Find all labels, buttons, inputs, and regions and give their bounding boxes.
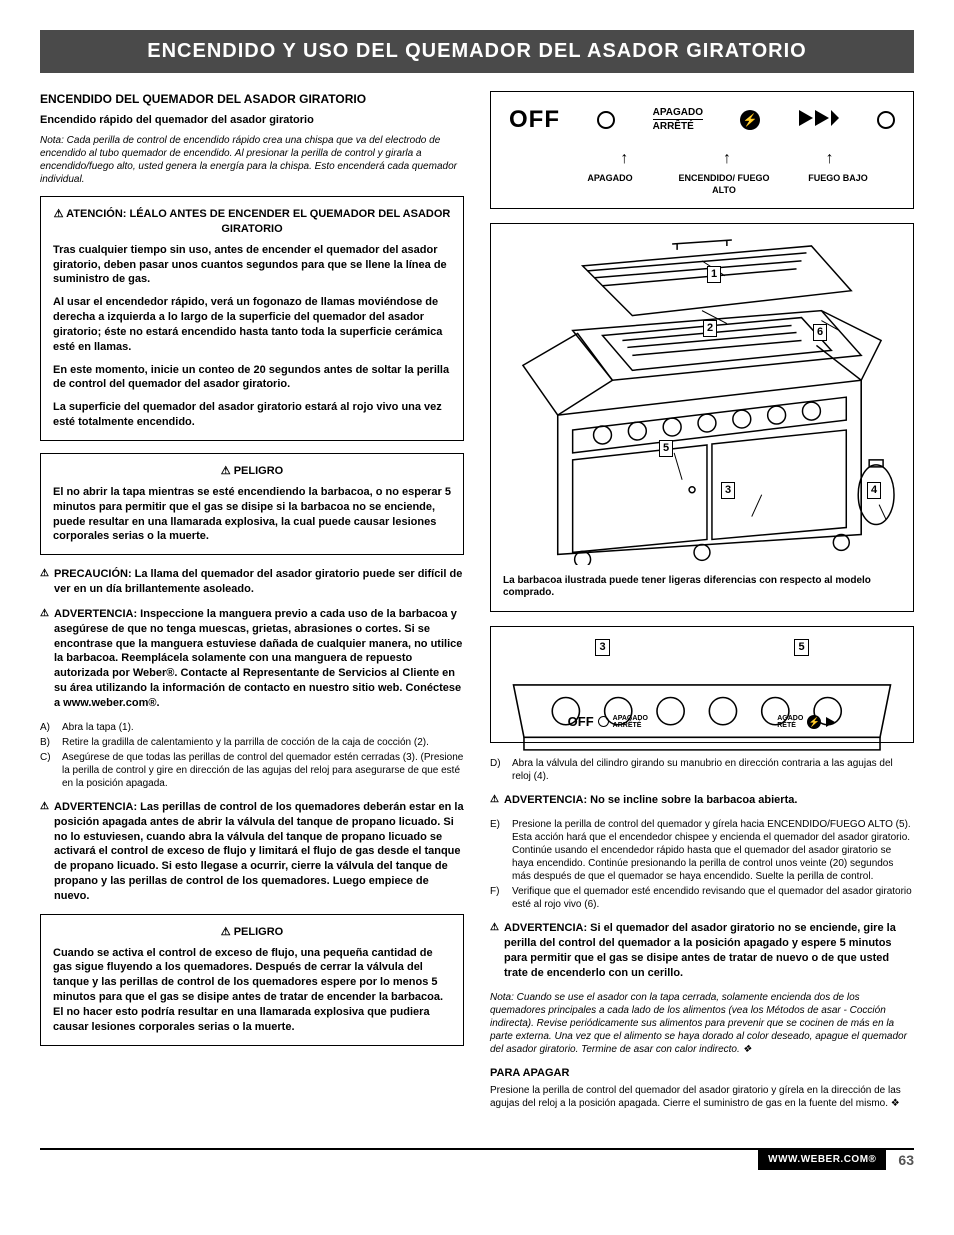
attention-p1: Tras cualquier tiempo sin uso, antes de … bbox=[53, 243, 451, 288]
off-label: OFF bbox=[509, 104, 560, 136]
warning-no-ignite: ADVERTENCIA: Si el quemador del asador g… bbox=[490, 921, 914, 980]
label-bajo: FUEGO BAJO bbox=[781, 172, 895, 196]
steps-d: D)Abra la válvula del cilindro girando s… bbox=[490, 757, 914, 783]
danger-box-2: ⚠ PELIGRO Cuando se activa el control de… bbox=[40, 914, 464, 1046]
label-apagado: APAGADO bbox=[553, 172, 667, 196]
page-footer: WWW.WEBER.COM® 63 bbox=[40, 1148, 914, 1170]
step-f: F)Verifique que el quemador esté encendi… bbox=[490, 885, 914, 911]
attention-p2: Al usar el encendedor rápido, verá un fo… bbox=[53, 295, 451, 354]
para-apagar-text: Presione la perilla de control del quema… bbox=[490, 1084, 914, 1110]
note-1: Nota: Cada perilla de control de encendi… bbox=[40, 134, 464, 186]
caution-flame: PRECAUCIÓN: La llama del quemador del as… bbox=[40, 567, 464, 597]
warning-knobs: ADVERTENCIA: Las perillas de control de … bbox=[40, 800, 464, 904]
grill-illustration bbox=[503, 236, 901, 564]
callout-1: 1 bbox=[707, 266, 721, 282]
callout-2: 2 bbox=[703, 320, 717, 336]
warning-hose: ADVERTENCIA: Inspeccione la manguera pre… bbox=[40, 607, 464, 711]
callout-6: 6 bbox=[813, 324, 827, 340]
danger-title-1: ⚠ PELIGRO bbox=[53, 464, 451, 479]
figure-grill: 1 2 6 5 3 4 La barbacoa ilustrada puede … bbox=[490, 223, 914, 612]
step-f-text: Verifique que el quemador esté encendido… bbox=[512, 886, 912, 910]
callout-3: 3 bbox=[721, 482, 735, 498]
step-e-text: Presione la perilla de control del quema… bbox=[512, 819, 911, 882]
circle-icon bbox=[597, 111, 615, 129]
note-2: Nota: Cuando se use el asador con la tap… bbox=[490, 991, 914, 1056]
arrow-row: ↑ ↑ ↑ bbox=[503, 148, 901, 170]
step-d-text: Abra la válvula del cilindro girando su … bbox=[512, 758, 893, 782]
attention-p3: En este momento, inicie un conteo de 20 … bbox=[53, 363, 451, 393]
label-encendido: ENCENDIDO/ FUEGO ALTO bbox=[667, 172, 781, 196]
step-c-text: Asegúrese de que todas las perillas de c… bbox=[62, 752, 463, 789]
right-column: OFF APAGADO ARRÊTÉ ⚡ ↑ ↑ ↑ bbox=[490, 91, 914, 1118]
panel-callout-3: 3 bbox=[595, 639, 609, 655]
heading-sub: Encendido rápido del quemador del asador… bbox=[40, 113, 464, 128]
up-arrow-icon: ↑ bbox=[826, 148, 834, 170]
steps-abc: A)Abra la tapa (1). B)Retire la gradilla… bbox=[40, 721, 464, 790]
control-panel-illustration bbox=[503, 664, 901, 758]
bolt-icon: ⚡ bbox=[740, 110, 760, 130]
apagado-text: APAGADO bbox=[653, 107, 703, 120]
step-a: A)Abra la tapa (1). bbox=[40, 721, 464, 734]
figure-knob-positions: OFF APAGADO ARRÊTÉ ⚡ ↑ ↑ ↑ bbox=[490, 91, 914, 209]
page-number: 63 bbox=[898, 1151, 914, 1170]
danger-p1: El no abrir la tapa mientras se esté enc… bbox=[53, 485, 451, 544]
step-d: D)Abra la válvula del cilindro girando s… bbox=[490, 757, 914, 783]
page-title: ENCENDIDO Y USO DEL QUEMADOR DEL ASADOR … bbox=[40, 30, 914, 73]
para-apagar-heading: PARA APAGAR bbox=[490, 1066, 914, 1081]
warning-lean: ADVERTENCIA: No se incline sobre la barb… bbox=[490, 793, 914, 808]
step-c: C)Asegúrese de que todas las perillas de… bbox=[40, 751, 464, 790]
step-a-text: Abra la tapa (1). bbox=[62, 722, 134, 733]
danger-p2: Cuando se activa el control de exceso de… bbox=[53, 946, 451, 1035]
attention-box: ⚠ ATENCIÓN: LÉALO ANTES DE ENCENDER EL Q… bbox=[40, 196, 464, 441]
step-b: B)Retire la gradilla de calentamiento y … bbox=[40, 736, 464, 749]
apagado-arrete-labels: APAGADO ARRÊTÉ bbox=[653, 107, 703, 134]
two-column-layout: ENCENDIDO DEL QUEMADOR DEL ASADOR GIRATO… bbox=[40, 91, 914, 1118]
danger-title-2: ⚠ PELIGRO bbox=[53, 925, 451, 940]
step-e: E)Presione la perilla de control del que… bbox=[490, 818, 914, 883]
left-column: ENCENDIDO DEL QUEMADOR DEL ASADOR GIRATO… bbox=[40, 91, 464, 1118]
danger-box-1: ⚠ PELIGRO El no abrir la tapa mientras s… bbox=[40, 453, 464, 555]
position-labels: APAGADO ENCENDIDO/ FUEGO ALTO FUEGO BAJO bbox=[503, 172, 901, 196]
figure-caption: La barbacoa ilustrada puede tener ligera… bbox=[503, 575, 901, 599]
steps-ef: E)Presione la perilla de control del que… bbox=[490, 818, 914, 911]
arrete-text: ARRÊTÉ bbox=[653, 120, 703, 134]
triangles-icon bbox=[798, 110, 840, 131]
attention-p4: La superficie del quemador del asador gi… bbox=[53, 400, 451, 430]
step-b-text: Retire la gradilla de calentamiento y la… bbox=[62, 737, 429, 748]
heading-main: ENCENDIDO DEL QUEMADOR DEL ASADOR GIRATO… bbox=[40, 91, 464, 107]
footer-url: WWW.WEBER.COM® bbox=[758, 1150, 886, 1170]
circle-icon-2 bbox=[877, 111, 895, 129]
up-arrow-icon: ↑ bbox=[723, 148, 731, 170]
callout-5: 5 bbox=[659, 440, 673, 456]
panel-callout-5: 5 bbox=[794, 639, 808, 655]
attention-title: ⚠ ATENCIÓN: LÉALO ANTES DE ENCENDER EL Q… bbox=[53, 207, 451, 237]
up-arrow-icon: ↑ bbox=[620, 148, 628, 170]
figure-control-panel: 3 5 OFF bbox=[490, 626, 914, 743]
callout-4: 4 bbox=[867, 482, 881, 498]
